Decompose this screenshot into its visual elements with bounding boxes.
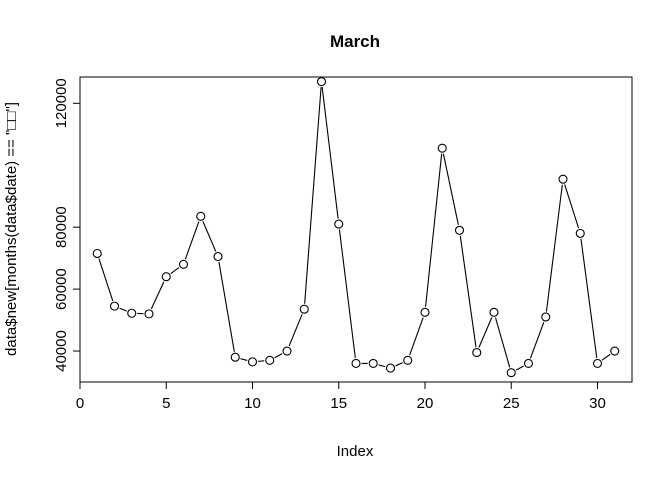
series-line-segment: [494, 317, 511, 368]
series-line-segment: [98, 258, 114, 302]
data-point: [403, 355, 413, 365]
x-tick-label: 5: [162, 395, 170, 412]
series-line-segment: [338, 229, 356, 359]
data-point: [592, 358, 603, 368]
data-point: [506, 368, 516, 378]
x-axis-label: Index: [337, 443, 374, 460]
data-point: [316, 77, 327, 87]
series-line-segment: [515, 365, 524, 371]
series-line-segment: [274, 353, 283, 359]
data-point: [282, 346, 292, 356]
data-point: [144, 309, 154, 319]
data-point: [127, 308, 137, 318]
series-line-segment: [425, 153, 443, 307]
series-line-segment: [304, 87, 322, 304]
series-line-segment: [119, 307, 127, 312]
series-line-segment: [545, 184, 563, 312]
x-tick-label: 20: [417, 395, 434, 412]
data-point: [196, 211, 206, 221]
series-line-segment: [321, 87, 339, 219]
series-line-segment: [478, 317, 493, 348]
x-tick-label: 0: [76, 395, 84, 412]
series-line-segment: [240, 358, 248, 361]
y-tick-label: 40000: [53, 330, 70, 372]
data-point: [213, 252, 223, 262]
data-point: [265, 355, 275, 365]
data-point: [299, 304, 309, 314]
series-line-segment: [442, 153, 459, 226]
series-line-segment: [580, 238, 598, 359]
series-line-segment: [564, 184, 580, 229]
data-point: [523, 358, 534, 368]
data-point: [109, 301, 120, 311]
series-line-segment: [529, 321, 545, 359]
y-axis: 40000 60000 80000 120000: [53, 78, 81, 372]
data-point: [558, 174, 568, 184]
data-point: [161, 272, 171, 282]
data-point: [368, 358, 378, 368]
x-tick-label: 30: [589, 395, 606, 412]
series-line-segment: [395, 362, 403, 367]
plot-frame: [79, 76, 633, 383]
series-line-segment: [409, 317, 424, 356]
data-point: [489, 307, 499, 317]
data-point: [420, 307, 430, 317]
data-point: [247, 357, 258, 367]
data-point: [230, 352, 240, 362]
data-point: [334, 219, 344, 229]
series-line-segment: [459, 235, 477, 348]
y-tick-label: 120000: [53, 78, 70, 128]
data-point: [385, 363, 396, 373]
series-line-segment: [218, 261, 235, 352]
series-line-segment: [202, 221, 217, 252]
data-point: [178, 259, 189, 269]
data-series: [92, 77, 620, 378]
series-line-segment: [288, 314, 303, 347]
y-axis-label: data$new[months(data$date) == "□□"]: [3, 102, 20, 356]
data-point: [610, 346, 620, 356]
data-point: [437, 143, 447, 153]
x-tick-label: 10: [244, 395, 261, 412]
data-point: [92, 248, 102, 259]
data-point: [575, 228, 585, 238]
chart-title: March: [330, 32, 380, 51]
series-line-segment: [150, 281, 165, 310]
x-tick-label: 15: [330, 395, 347, 412]
series-line-segment: [378, 364, 386, 368]
y-tick-label: 60000: [53, 268, 70, 310]
x-tick-label: 25: [503, 395, 520, 412]
data-point: [454, 225, 465, 235]
series-line-segment: [601, 353, 611, 361]
x-axis: 0 5 10 15 20 25 30: [76, 381, 606, 412]
series-line-segment: [184, 221, 200, 260]
series-line-segment: [257, 360, 265, 362]
y-tick-label: 80000: [53, 206, 70, 248]
series-line-segment: [170, 267, 180, 274]
data-point: [351, 358, 361, 368]
data-point: [472, 348, 482, 358]
data-point: [541, 312, 551, 322]
